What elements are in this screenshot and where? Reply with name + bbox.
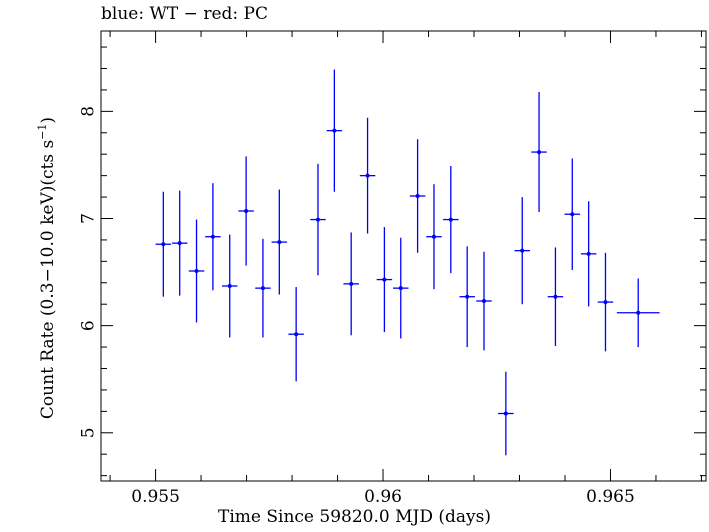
y-tick-label: 5 bbox=[79, 427, 99, 438]
y-axis-label-main: Count Rate (0.3−10.0 keV)(cts s bbox=[37, 139, 58, 420]
data-point bbox=[448, 217, 453, 222]
data-point bbox=[349, 281, 354, 286]
x-tick-label: 0.965 bbox=[586, 487, 635, 507]
data-point bbox=[415, 194, 420, 198]
data-point bbox=[177, 241, 182, 246]
data-point bbox=[520, 248, 525, 253]
data-point bbox=[260, 286, 265, 291]
data-point bbox=[227, 284, 232, 288]
data-point bbox=[603, 300, 608, 305]
data-point bbox=[636, 310, 641, 315]
x-tick-label: 0.96 bbox=[364, 487, 402, 507]
y-tick-label: 7 bbox=[79, 213, 99, 224]
x-tick-label: 0.955 bbox=[131, 487, 180, 507]
y-tick-label: 6 bbox=[79, 320, 99, 331]
data-point bbox=[244, 209, 249, 213]
data-point bbox=[482, 299, 487, 303]
data-point bbox=[382, 277, 387, 282]
data-point bbox=[194, 269, 199, 273]
data-point bbox=[294, 332, 299, 337]
plot-frame bbox=[100, 30, 707, 482]
y-axis-label: Count Rate (0.3−10.0 keV)(cts s−1) bbox=[36, 117, 58, 419]
data-point bbox=[570, 212, 575, 217]
data-point bbox=[365, 173, 370, 178]
data-point bbox=[431, 234, 436, 239]
data-point bbox=[315, 217, 320, 222]
data-point bbox=[332, 128, 337, 133]
data-point bbox=[210, 234, 215, 239]
x-axis-label: Time Since 59820.0 MJD (days) bbox=[218, 507, 491, 527]
data-point bbox=[553, 294, 558, 299]
data-point bbox=[503, 411, 508, 416]
data-point bbox=[277, 240, 282, 245]
y-tick-label: 8 bbox=[79, 106, 99, 117]
data-point bbox=[465, 294, 470, 299]
data-point bbox=[161, 242, 166, 247]
data-point bbox=[586, 251, 591, 256]
data-point bbox=[398, 286, 403, 291]
y-axis-label-exponent: −1 bbox=[36, 123, 50, 140]
data-point bbox=[537, 150, 542, 155]
y-axis-label-end: ) bbox=[37, 116, 58, 124]
chart-title: blue: WT − red: PC bbox=[101, 4, 268, 24]
